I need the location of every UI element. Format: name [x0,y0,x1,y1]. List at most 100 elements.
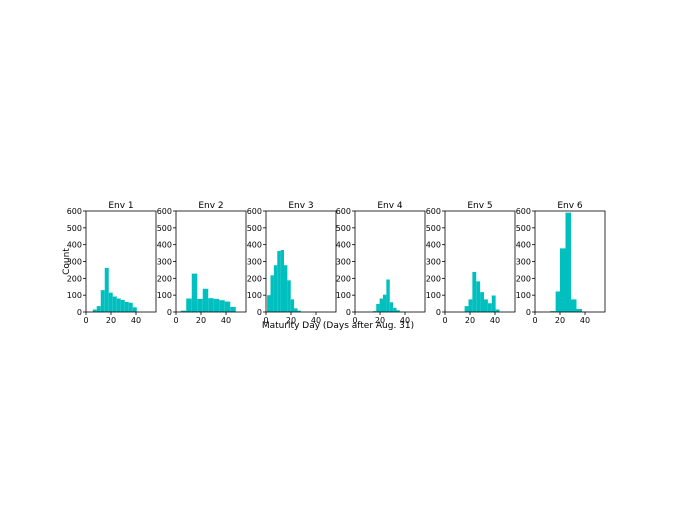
y-tick-label: 500 [336,224,351,233]
x-tick-label: 40 [490,316,500,325]
y-tick-label: 0 [77,308,82,317]
histogram-bar [96,306,101,312]
histogram-bar [480,292,484,312]
histogram-bar [379,298,383,312]
histogram-bar [132,307,137,312]
x-tick-label: 20 [286,316,296,325]
x-tick-label: 20 [106,316,116,325]
y-tick-label: 100 [247,291,262,300]
y-tick-label: 300 [157,258,172,267]
histogram-bar [287,280,291,312]
y-tick-label: 200 [426,274,441,283]
panel-title: Env 5 [467,201,492,211]
y-tick-label: 500 [67,224,82,233]
x-tick-label: 0 [532,316,537,325]
histogram-bar [393,307,397,312]
y-tick-label: 600 [67,207,82,216]
panel-title: Env 1 [108,201,133,211]
y-tick-label: 500 [247,224,262,233]
histogram-bar [464,306,469,312]
histogram-bar [180,310,187,312]
x-tick-label: 0 [263,316,268,325]
histogram-bar [202,288,209,312]
histogram-bar [487,303,492,312]
histogram-bar [495,309,500,312]
y-tick-label: 400 [157,241,172,250]
x-tick-label: 40 [400,316,410,325]
y-tick-label: 400 [247,241,262,250]
y-tick-label: 600 [516,207,531,216]
histogram-bar [297,310,301,312]
histogram-bar [491,295,496,312]
histogram-bar [284,265,288,312]
y-tick-label: 100 [67,291,82,300]
histogram-bar [116,298,121,312]
y-tick-label: 300 [516,258,531,267]
panel-5: Env 5 0 100 200 300 400 500 600 0 20 40 [426,201,516,325]
x-tick-label: 40 [580,316,590,325]
y-tick-label: 200 [67,274,82,283]
histogram-bar [576,308,582,312]
histogram-bar [560,248,566,312]
y-tick-label: 300 [426,258,441,267]
x-tick-label: 0 [442,316,447,325]
histogram-bar [294,308,298,312]
axes-frame [175,210,247,313]
y-tick-label: 0 [167,308,172,317]
x-tick-label: 0 [83,316,88,325]
histogram-bar [128,302,133,312]
x-tick-label: 20 [555,316,565,325]
histogram-bar [277,251,281,312]
y-tick-label: 600 [247,207,262,216]
histogram-bar [383,294,387,312]
y-tick-label: 100 [157,291,172,300]
y-tick-label: 300 [247,258,262,267]
y-tick-label: 600 [336,207,351,216]
histogram-bar [468,299,473,312]
histogram-bar [476,281,481,312]
histogram-bar [376,303,380,312]
axes-frame [354,210,426,313]
y-tick-label: 0 [436,308,441,317]
y-tick-label: 100 [426,291,441,300]
panel-4: Env 4 0 100 200 300 400 500 600 0 20 40 [336,201,426,325]
histogram-bar [213,298,220,312]
histogram-bar [112,296,117,312]
y-tick-label: 400 [426,241,441,250]
histogram-bar [273,265,278,312]
y-tick-label: 500 [426,224,441,233]
y-tick-label: 200 [157,274,172,283]
panel-title: Env 3 [288,201,313,211]
x-tick-label: 40 [311,316,321,325]
y-tick-label: 200 [516,274,531,283]
x-tick-label: 20 [196,316,206,325]
histogram-bar [100,290,105,312]
x-tick-label: 20 [375,316,385,325]
y-tick-label: 200 [336,274,351,283]
y-tick-label: 400 [67,241,82,250]
histogram-bar [120,299,125,312]
y-tick-label: 0 [526,308,531,317]
panel-6: Env 6 0 100 200 300 400 500 600 0 20 40 [516,201,606,325]
histogram-bar [565,212,571,312]
histogram-bar [124,301,129,312]
y-tick-label: 500 [157,224,172,233]
x-tick-label: 40 [131,316,141,325]
histogram-bar [484,299,488,312]
x-tick-label: 0 [173,316,178,325]
histogram-bar [550,311,556,312]
histogram-bar [267,295,271,312]
histogram-bar [555,291,560,312]
histogram-bar [372,311,377,312]
histogram-bar [389,302,394,312]
histogram-bar [270,275,274,312]
histogram-bar [230,306,236,312]
y-tick-label: 300 [336,258,351,267]
histogram-bar [108,292,113,312]
panel-title: Env 4 [377,201,403,211]
histogram-bar [92,309,97,312]
y-tick-label: 0 [346,308,351,317]
histogram-bar [472,271,477,312]
